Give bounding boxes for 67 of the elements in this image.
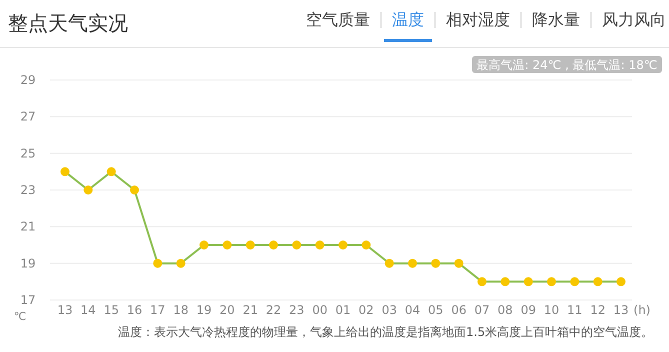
y-tick-label: 29 xyxy=(20,73,36,87)
y-axis-title: ℃ xyxy=(14,310,26,323)
point xyxy=(246,240,255,250)
x-tick-label: 04 xyxy=(404,303,420,317)
x-tick-label: 20 xyxy=(220,303,235,317)
x-tick-label: 08 xyxy=(498,303,513,317)
y-tick-label: 23 xyxy=(20,183,36,197)
text: 温度 xyxy=(392,10,424,29)
text: 降水量 xyxy=(532,10,580,29)
point xyxy=(362,240,371,250)
x-tick-label: 07 xyxy=(474,303,490,317)
x-tick-label: 03 xyxy=(382,303,397,317)
x-tick-label: 12 xyxy=(590,303,606,317)
point xyxy=(593,277,602,286)
point xyxy=(222,240,232,250)
x-axis-title: (h) xyxy=(634,303,650,317)
point xyxy=(570,277,580,286)
text: 空气质量 xyxy=(306,10,370,29)
x-tick-label: 18 xyxy=(173,303,188,317)
x-tick-label: 19 xyxy=(196,303,212,317)
x-tick-label: 09 xyxy=(520,303,536,317)
y-tick-label: 17 xyxy=(20,293,36,307)
chart-title: 整点天气实况 xyxy=(8,11,128,35)
point xyxy=(106,167,116,176)
x-tick-label: 21 xyxy=(242,303,258,317)
point xyxy=(408,258,417,268)
text: 相对湿度 xyxy=(446,10,510,29)
x-tick-label: 05 xyxy=(428,303,444,317)
point xyxy=(338,240,348,250)
x-tick-label: 22 xyxy=(266,303,282,317)
point xyxy=(130,186,139,194)
point xyxy=(500,277,510,286)
x-tick-label: 11 xyxy=(567,303,582,317)
x-tick-label: 13 xyxy=(57,303,73,317)
x-tick-label: 17 xyxy=(150,303,166,317)
text: 风力风向 xyxy=(602,10,666,29)
x-tick-label: 01 xyxy=(335,303,351,317)
text: 温度：表示大气冷热程度的物理量，气象上给出的温度是指离地面1.5米高度上百叶箱中的空气温度。 xyxy=(118,325,654,339)
point xyxy=(292,240,302,250)
x-tick-label: 13 xyxy=(613,303,629,317)
x-tick-label: 02 xyxy=(358,303,374,317)
text: 最高气温: 24℃ , 最低气温: 18℃ xyxy=(476,58,658,72)
point xyxy=(384,258,394,268)
x-tick-label: 10 xyxy=(544,303,560,317)
point xyxy=(84,186,93,194)
x-tick-label: 14 xyxy=(80,303,96,317)
x-tick-label: 16 xyxy=(126,303,142,317)
y-tick-label: 19 xyxy=(20,256,36,270)
y-tick-label: 25 xyxy=(20,146,36,160)
point xyxy=(616,277,626,286)
x-tick-label: 00 xyxy=(312,303,328,317)
point xyxy=(454,258,464,268)
point xyxy=(431,258,440,268)
y-tick-label: 21 xyxy=(20,220,36,234)
x-tick-label: 06 xyxy=(451,303,466,317)
point xyxy=(547,277,556,286)
point xyxy=(176,258,186,268)
y-tick-label: 27 xyxy=(20,110,36,124)
point xyxy=(200,240,208,250)
point xyxy=(153,258,162,268)
x-tick-label: 23 xyxy=(289,303,304,317)
point xyxy=(315,240,324,250)
point xyxy=(478,277,486,286)
point xyxy=(60,167,70,176)
point xyxy=(269,240,278,250)
x-tick-label: 15 xyxy=(104,303,119,317)
point xyxy=(524,277,533,286)
